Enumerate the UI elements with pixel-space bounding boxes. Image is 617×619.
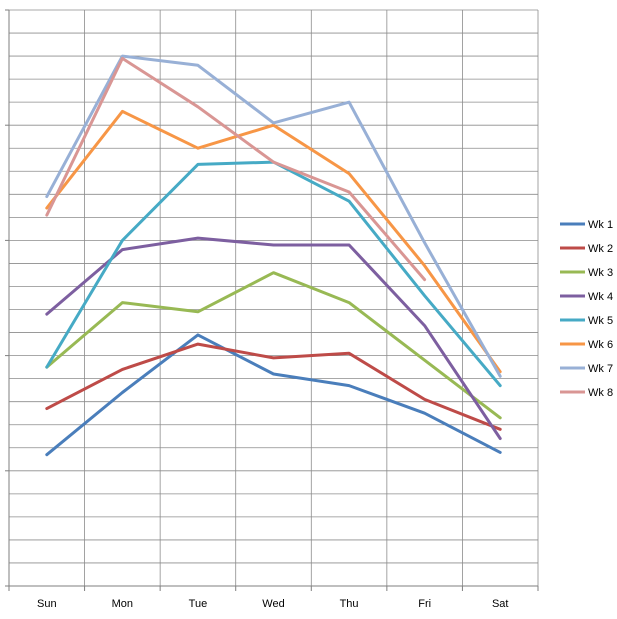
series-line (45, 56, 427, 282)
chart-legend: Wk 1 Wk 2 Wk 3 Wk 4 Wk 5 Wk 6 Wk 7 Wk 8 (560, 219, 613, 399)
x-tick-label: Fri (418, 598, 431, 610)
x-tick-label: Sun (37, 598, 57, 610)
x-tick-label: Thu (340, 598, 359, 610)
chart-axes: Sun Mon Tue Wed Thu Fri Sat (5, 9, 539, 610)
legend-label: Wk 2 (588, 243, 613, 255)
x-tick-label: Mon (112, 598, 133, 610)
series-line (45, 271, 502, 420)
legend-label: Wk 4 (588, 291, 613, 303)
legend-label: Wk 1 (588, 219, 613, 231)
x-tick-label: Sat (492, 598, 509, 610)
legend-label: Wk 5 (588, 315, 613, 327)
legend-label: Wk 7 (588, 363, 613, 375)
series-line (45, 54, 502, 378)
chart-grid (8, 9, 539, 587)
series-line (45, 109, 502, 374)
series-line (45, 342, 502, 431)
x-tick-label: Wed (262, 598, 284, 610)
series-line (45, 236, 502, 440)
series-line (45, 333, 502, 457)
legend-label: Wk 3 (588, 267, 613, 279)
x-tick-label: Tue (189, 598, 208, 610)
chart-series (45, 54, 502, 457)
legend-label: Wk 8 (588, 387, 613, 399)
legend-label: Wk 6 (588, 339, 613, 351)
